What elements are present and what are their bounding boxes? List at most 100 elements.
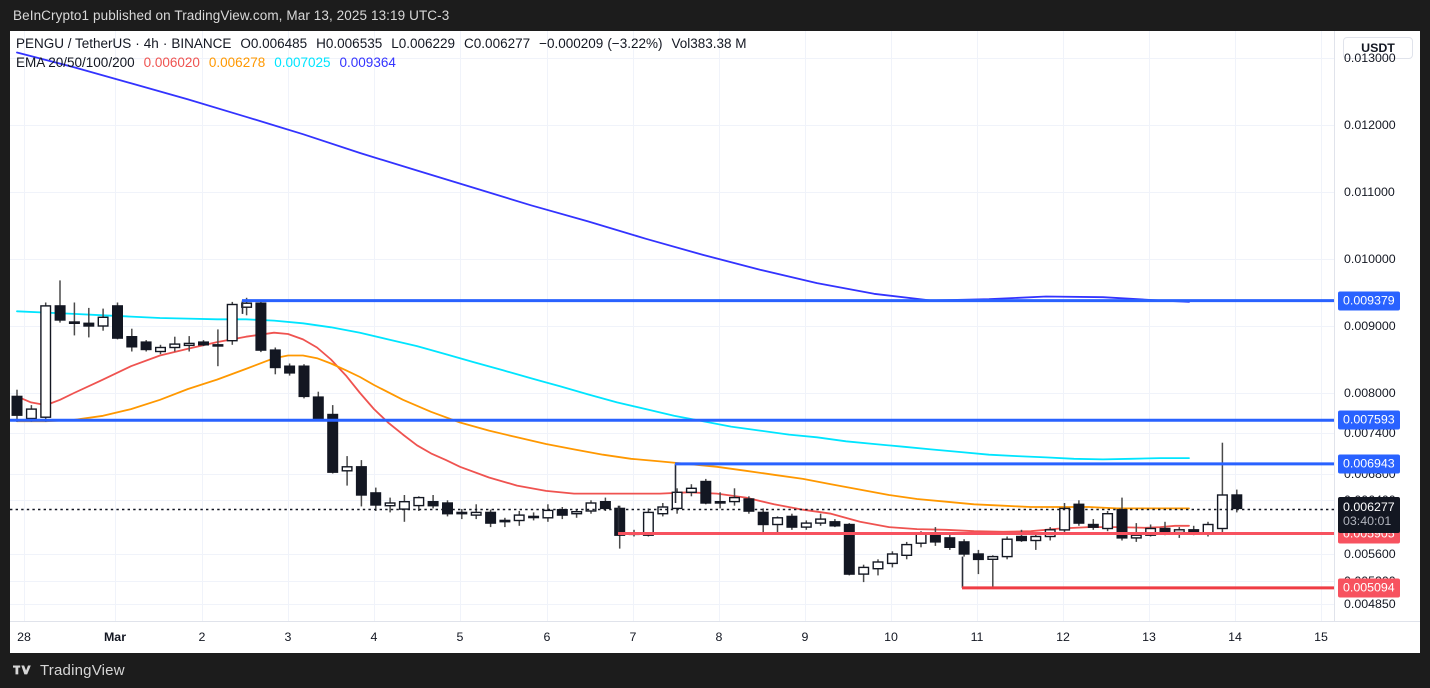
- candle: [714, 492, 726, 509]
- price-badge-0.009379[interactable]: 0.009379: [1338, 291, 1400, 311]
- candle-body: [528, 515, 540, 519]
- ema-line-ema-100: [16, 310, 1190, 461]
- candle-body: [355, 466, 367, 496]
- bar-countdown-timer: 03:40:01: [1343, 513, 1392, 528]
- candle: [154, 344, 166, 355]
- candle: [140, 340, 152, 352]
- ema-line-ema-50: [16, 354, 1190, 510]
- candle-body: [413, 496, 425, 507]
- candle: [427, 495, 439, 509]
- candle: [829, 519, 841, 528]
- price-badge-0.007593[interactable]: 0.007593: [1338, 410, 1400, 430]
- candle: [68, 302, 80, 336]
- candle-body: [929, 534, 941, 543]
- candle: [197, 340, 209, 347]
- candle-body: [958, 541, 970, 555]
- price-tick-label: 0.013000: [1344, 50, 1396, 65]
- candle: [269, 347, 281, 375]
- candle: [11, 389, 23, 422]
- candle-body: [915, 533, 927, 544]
- candle: [355, 460, 367, 507]
- candle-body: [1102, 513, 1114, 530]
- candle: [614, 505, 626, 549]
- candle: [212, 329, 224, 367]
- candle-body: [815, 518, 827, 524]
- candle-body: [642, 511, 654, 536]
- candle-body: [944, 537, 956, 548]
- time-scale[interactable]: 28 Mar 2 3 4 5 6 7 8 9 10 11 12 13 14 15: [10, 621, 1420, 653]
- candle: [872, 559, 884, 576]
- candle: [40, 302, 52, 422]
- plot-area[interactable]: [10, 31, 1334, 621]
- currency-label: USDT: [1343, 37, 1413, 59]
- candle-body: [126, 336, 138, 348]
- candle: [585, 500, 597, 514]
- candle-body: [1130, 534, 1142, 539]
- candle: [513, 511, 525, 526]
- time-tick-label: 3: [284, 630, 292, 644]
- ema-line-ema-200: [16, 51, 1190, 303]
- price-badge-0.006943[interactable]: 0.006943: [1338, 454, 1400, 474]
- candle: [642, 508, 654, 537]
- candle-body: [1016, 535, 1028, 542]
- candle: [327, 405, 339, 474]
- candle-body: [499, 519, 511, 523]
- candle-body: [1030, 535, 1042, 542]
- time-tick-label: 11: [970, 630, 984, 644]
- candle: [528, 512, 540, 521]
- candle: [126, 328, 138, 352]
- candle: [226, 301, 238, 345]
- price-tick-label: 0.004850: [1344, 597, 1396, 612]
- candle-body: [111, 305, 123, 339]
- candle-body: [40, 305, 52, 418]
- candle-body: [872, 561, 884, 570]
- candle-body: [269, 349, 281, 369]
- candle-body: [786, 515, 798, 528]
- candle-body: [987, 555, 999, 560]
- candle: [284, 363, 296, 376]
- candle: [729, 488, 741, 506]
- candle-body: [614, 507, 626, 536]
- time-tick-label: 5: [456, 630, 464, 644]
- time-tick-label: 7: [629, 630, 637, 644]
- candle: [1016, 529, 1028, 542]
- candle-body: [398, 501, 410, 510]
- candle: [485, 509, 497, 528]
- candle: [83, 307, 95, 338]
- price-scale[interactable]: USDT 0.013000 0.012000 0.011000 0.010000 0.0…: [1334, 31, 1420, 653]
- candle-body: [729, 496, 741, 503]
- candle-body: [341, 466, 353, 472]
- price-badge-0.005094[interactable]: 0.005094: [1338, 578, 1400, 598]
- time-tick-label: 15: [1314, 630, 1328, 644]
- candle: [843, 523, 855, 576]
- candle: [657, 503, 669, 517]
- ema-group: [16, 51, 1190, 533]
- candle-body: [327, 413, 339, 473]
- candle-body: [743, 498, 755, 512]
- time-tick-label: 9: [801, 630, 809, 644]
- candle-body: [714, 501, 726, 504]
- candle: [442, 500, 454, 517]
- candle: [97, 308, 109, 331]
- current-price-badge[interactable]: 0.006277 03:40:01: [1338, 496, 1400, 533]
- candle: [972, 549, 984, 575]
- candle-body: [11, 395, 23, 416]
- current-price-value: 0.006277: [1343, 499, 1395, 514]
- candle: [298, 364, 310, 399]
- candle-body: [1001, 538, 1013, 558]
- candle: [901, 541, 913, 560]
- tradingview-logo[interactable]: TradingView: [0, 662, 125, 679]
- price-tick-label: 0.011000: [1344, 184, 1395, 199]
- candle-body: [1116, 509, 1128, 539]
- candle-body: [197, 341, 209, 346]
- candle-body: [54, 305, 66, 321]
- candle: [312, 391, 324, 420]
- candle: [1073, 500, 1085, 526]
- time-tick-label: 4: [370, 630, 378, 644]
- candle: [700, 478, 712, 505]
- candle-body: [757, 511, 769, 526]
- candle: [743, 496, 755, 514]
- candle-body: [599, 501, 611, 510]
- candle-body: [312, 396, 324, 420]
- candle-body: [657, 506, 669, 515]
